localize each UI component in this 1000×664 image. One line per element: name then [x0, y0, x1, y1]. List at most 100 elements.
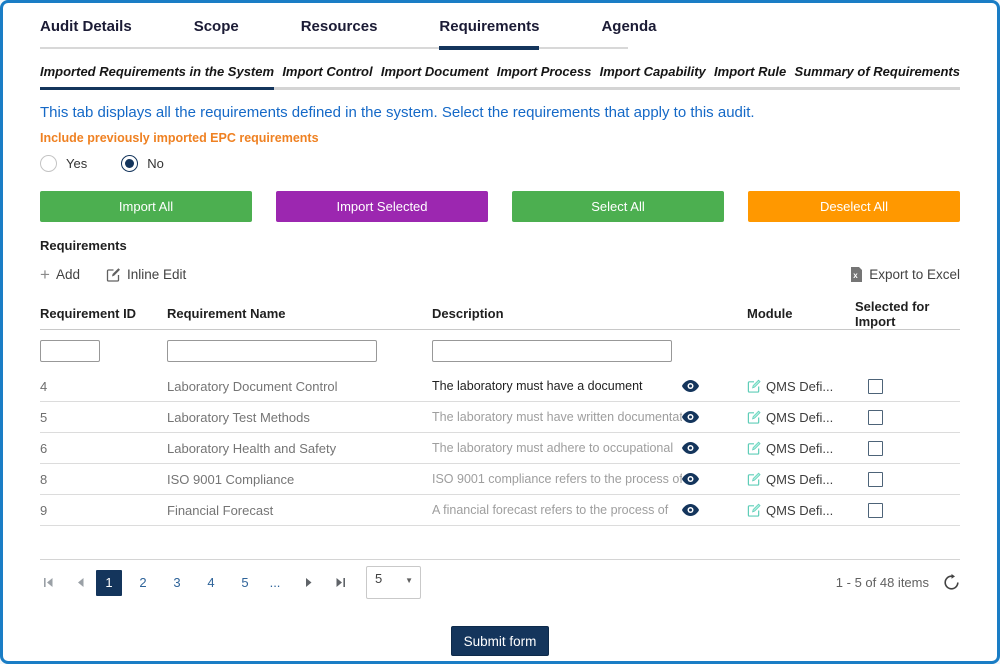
module-value: QMS Defi...	[766, 502, 834, 518]
svg-text:x: x	[853, 271, 858, 280]
edit-module-icon	[747, 472, 761, 486]
module-cell[interactable]: QMS Defi...	[747, 441, 855, 456]
table-row: 4 Laboratory Document Control The labora…	[40, 371, 960, 402]
grid-title: Requirements	[40, 238, 127, 253]
tab-agenda[interactable]: Agenda	[601, 18, 657, 35]
grid-pager: 1 2 3 4 5 ... 5 ▼	[40, 560, 960, 605]
page-2-button[interactable]: 2	[139, 575, 147, 590]
cell-requirement-name: Laboratory Health and Safety	[167, 440, 337, 456]
subtab-import-document[interactable]: Import Document	[380, 64, 489, 79]
cell-requirement-id: 4	[40, 378, 48, 394]
submit-form-button[interactable]: Submit form	[450, 626, 550, 656]
edit-module-icon	[747, 441, 761, 455]
subtab-import-rule[interactable]: Import Rule	[714, 64, 787, 79]
tab-resources[interactable]: Resources	[300, 18, 378, 35]
page-5-button[interactable]: 5	[241, 575, 249, 590]
pager-nav: 1 2 3 4 5 ... 5 ▼	[40, 566, 421, 599]
export-to-excel-label: Export to Excel	[869, 267, 960, 282]
import-selected-button[interactable]: Import Selected	[276, 191, 488, 222]
radio-unselected-icon[interactable]	[40, 155, 57, 172]
pager-ellipsis[interactable]: ...	[269, 575, 281, 590]
cell-description: The laboratory must have a document	[432, 379, 643, 393]
cell-description: A financial forecast refers to the proce…	[432, 503, 669, 517]
plus-icon: +	[40, 265, 50, 284]
inline-edit-label: Inline Edit	[126, 267, 187, 282]
module-cell[interactable]: QMS Defi...	[747, 379, 855, 394]
cell-requirement-name: Laboratory Document Control	[167, 378, 338, 394]
inline-edit-button[interactable]: Inline Edit	[106, 267, 186, 282]
last-page-button[interactable]	[332, 577, 348, 588]
view-description-button[interactable]	[682, 473, 747, 485]
page-size-dropdown[interactable]: 5 ▼	[366, 566, 421, 599]
cell-description: ISO 9001 compliance refers to the proces…	[432, 472, 682, 486]
subtab-summary-of-requirements[interactable]: Summary of Requirements	[794, 64, 960, 79]
bulk-actions-row: Import All Import Selected Select All De…	[40, 191, 960, 222]
module-value: QMS Defi...	[766, 378, 834, 394]
next-page-button[interactable]	[300, 577, 316, 588]
first-page-button[interactable]	[40, 577, 56, 588]
subtab-import-capability[interactable]: Import Capability	[599, 64, 706, 79]
tab-requirements[interactable]: Requirements	[439, 18, 540, 50]
cell-requirement-name: Financial Forecast	[167, 502, 274, 518]
eye-icon	[682, 504, 699, 516]
refresh-icon[interactable]	[943, 574, 960, 591]
row-checkbox[interactable]	[868, 440, 883, 456]
subtab-import-process[interactable]: Import Process	[496, 64, 592, 79]
row-checkbox[interactable]	[868, 471, 883, 487]
col-description: Description	[432, 306, 504, 321]
page-4-button[interactable]: 4	[207, 575, 215, 590]
select-all-button[interactable]: Select All	[512, 191, 724, 222]
page-1-button[interactable]: 1	[96, 569, 122, 596]
view-description-button[interactable]	[682, 504, 747, 516]
row-checkbox[interactable]	[868, 378, 883, 394]
view-description-button[interactable]	[682, 380, 747, 392]
tab-scope[interactable]: Scope	[193, 18, 239, 35]
subtab-import-control[interactable]: Import Control	[282, 64, 373, 79]
page-3-button[interactable]: 3	[173, 575, 181, 590]
last-page-icon	[336, 578, 345, 587]
main-tab-bar: Audit Details Scope Resources Requiremen…	[40, 3, 656, 50]
tab-audit-details[interactable]: Audit Details	[40, 18, 132, 35]
export-to-excel-button[interactable]: x Export to Excel	[850, 267, 960, 282]
cell-requirement-id: 9	[40, 502, 48, 518]
subtab-imported-requirements[interactable]: Imported Requirements in the System	[40, 64, 275, 90]
cell-requirement-id: 5	[40, 409, 48, 425]
module-cell[interactable]: QMS Defi...	[747, 410, 855, 425]
module-value: QMS Defi...	[766, 440, 834, 456]
cell-description: The laboratory must have written documen…	[432, 410, 682, 424]
row-checkbox[interactable]	[868, 502, 883, 518]
col-requirement-id: Requirement ID	[40, 306, 137, 321]
module-cell[interactable]: QMS Defi...	[747, 472, 855, 487]
chevron-down-icon: ▼	[405, 576, 413, 585]
grid-filter-row	[40, 330, 960, 371]
epc-radio-yes[interactable]: Yes	[40, 155, 87, 172]
next-page-icon	[305, 578, 311, 587]
grid-empty-strip	[40, 526, 960, 560]
pager-info-group: 1 - 5 of 48 items	[836, 574, 960, 591]
view-description-button[interactable]	[682, 442, 747, 454]
filter-requirement-id-input[interactable]	[40, 339, 100, 362]
add-button[interactable]: + Add	[40, 266, 80, 283]
filter-requirement-name-input[interactable]	[167, 339, 377, 362]
row-checkbox[interactable]	[868, 409, 883, 425]
first-page-icon	[43, 578, 52, 587]
previous-page-button[interactable]	[72, 577, 88, 588]
epc-radio-group: Yes No	[40, 155, 960, 172]
radio-selected-icon[interactable]	[121, 155, 139, 172]
view-description-button[interactable]	[682, 411, 747, 423]
cell-requirement-id: 8	[40, 471, 48, 487]
col-module: Module	[747, 306, 793, 321]
deselect-all-button[interactable]: Deselect All	[748, 191, 960, 222]
module-value: QMS Defi...	[766, 409, 834, 425]
add-button-label: Add	[55, 267, 80, 282]
module-value: QMS Defi...	[766, 471, 834, 487]
module-cell[interactable]: QMS Defi...	[747, 503, 855, 518]
grid-header-row: Requirement ID Requirement Name Descript…	[40, 298, 960, 330]
page-size-value: 5	[375, 571, 383, 586]
epc-radio-no[interactable]: No	[121, 155, 164, 172]
tab-description-text: This tab displays all the requirements d…	[40, 104, 755, 121]
import-all-button[interactable]: Import All	[40, 191, 252, 222]
grid-toolbar: + Add Inline Edit x Export to Excel	[40, 266, 960, 283]
filter-description-input[interactable]	[432, 339, 672, 362]
edit-module-icon	[747, 379, 761, 393]
